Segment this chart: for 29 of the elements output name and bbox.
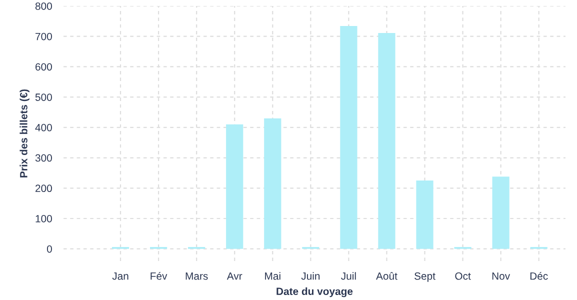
bar — [416, 180, 434, 249]
y-tick-label: 300 — [35, 154, 52, 162]
x-tick-label: Avr — [226, 272, 242, 280]
y-tick-label: 0 — [46, 245, 52, 253]
y-tick-label: 500 — [35, 94, 52, 101]
bar — [226, 124, 244, 249]
x-tick-label: Mars — [186, 272, 208, 280]
y-axis-title: Prix des billets (€) — [20, 89, 30, 178]
y-tick-label: 800 — [35, 2, 52, 10]
x-tick-label: Nov — [492, 272, 510, 280]
y-tick-label: 600 — [36, 63, 52, 71]
x-tick-label: Sept — [414, 272, 436, 282]
x-tick-label: Fév — [150, 272, 168, 280]
x-tick-label: Mai — [265, 272, 280, 280]
x-axis-title: Date du voyage — [276, 287, 353, 298]
x-tick-label: Juin — [301, 272, 320, 280]
y-tick-label: 700 — [36, 32, 52, 40]
y-tick-label: 100 — [36, 215, 52, 222]
y-tick-label: 400 — [35, 124, 52, 132]
x-tick-label: Oct — [455, 272, 471, 280]
bar — [340, 26, 358, 249]
x-tick-label: Juil — [341, 272, 356, 280]
x-tick-label: Août — [376, 272, 398, 280]
y-tick-label: 200 — [36, 184, 52, 192]
bar — [492, 176, 510, 249]
bar — [264, 118, 282, 249]
x-tick-label: Jan — [112, 272, 128, 280]
x-tick-label: Déc — [530, 272, 548, 280]
bar — [378, 33, 396, 249]
